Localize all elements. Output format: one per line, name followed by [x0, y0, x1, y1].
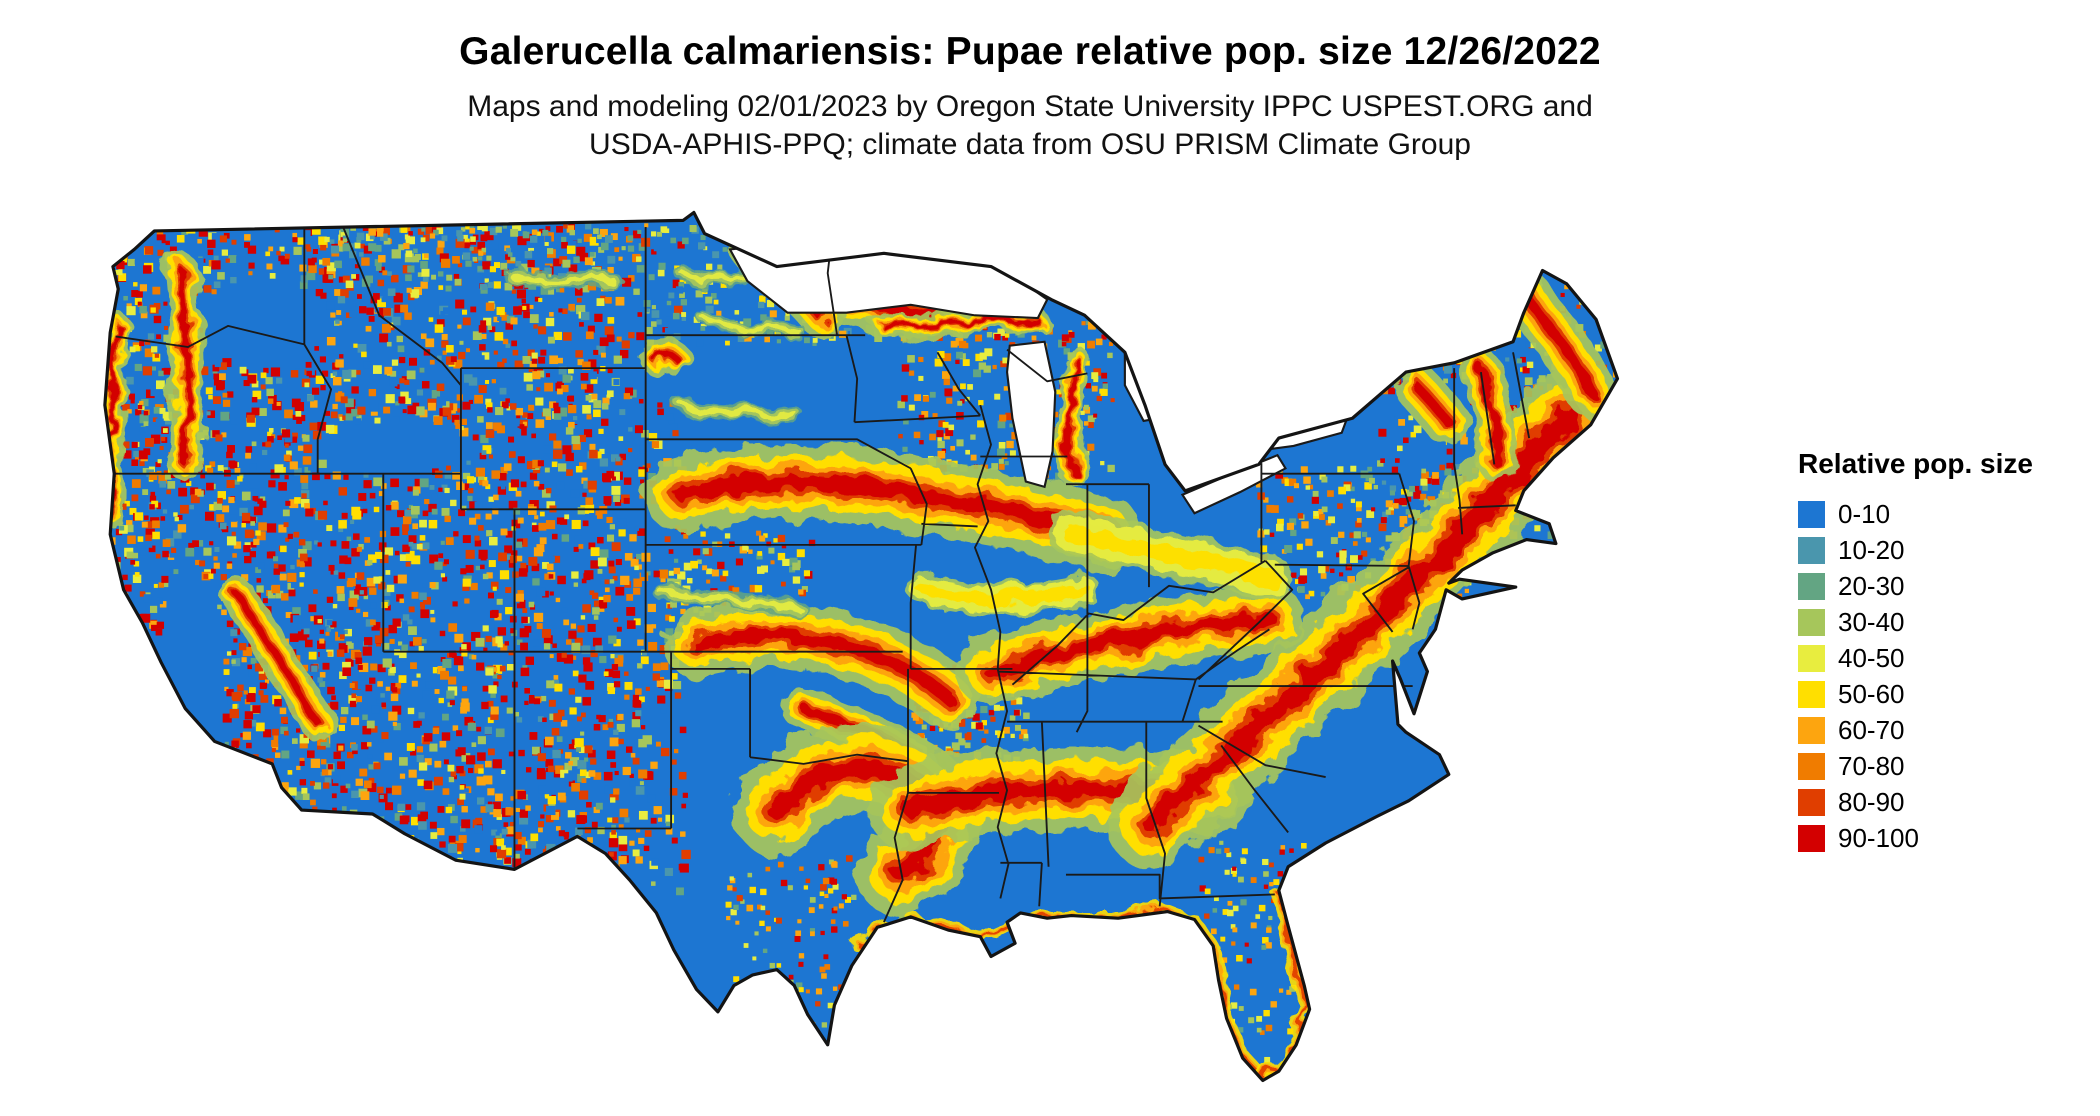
- legend-swatch: [1798, 572, 1825, 600]
- us-map: [103, 210, 1620, 1083]
- legend-item: 70-80: [1798, 748, 2098, 784]
- legend-item: 20-30: [1798, 568, 2098, 604]
- legend-item: 30-40: [1798, 604, 2098, 640]
- legend-item: 0-10: [1798, 496, 2098, 532]
- legend-label: 80-90: [1838, 786, 1905, 817]
- legend-item: 40-50: [1798, 640, 2098, 676]
- legend-label: 70-80: [1838, 750, 1905, 781]
- legend-label: 0-10: [1838, 498, 1891, 529]
- legend-item: 10-20: [1798, 532, 2098, 568]
- legend-label: 40-50: [1838, 642, 1905, 673]
- legend-items: 0-10 10-20 20-30 30-40 40-50 50-60 60-70 70-80 8…: [1798, 496, 2098, 856]
- attribution-line-1: Maps and modeling 02/01/2023 by Oregon S…: [467, 90, 1593, 123]
- legend-swatch: [1798, 608, 1825, 636]
- legend-label: 20-30: [1838, 570, 1905, 601]
- legend-item: 90-100: [1798, 820, 2098, 856]
- attribution-line-2: USDA-APHIS-PPQ; climate data from OSU PR…: [589, 127, 1471, 161]
- map-container: [54, 194, 1754, 1091]
- legend-item: 80-90: [1798, 784, 2098, 820]
- legend-swatch: [1798, 680, 1825, 708]
- legend-swatch: [1798, 788, 1825, 816]
- legend: Relative pop. size 0-10 10-20 20-30 30-40 40…: [1798, 448, 2098, 856]
- legend-swatch: [1798, 824, 1825, 852]
- legend-item: 50-60: [1798, 676, 2098, 712]
- state-borders: [107, 226, 1531, 923]
- legend-swatch: [1798, 500, 1825, 528]
- header: Galerucella calmariensis: Pupae relative…: [0, 0, 2060, 164]
- legend-title: Relative pop. size: [1798, 448, 2033, 479]
- legend-swatch: [1798, 536, 1825, 564]
- page-title: Galerucella calmariensis: Pupae relative…: [459, 30, 1601, 73]
- legend-item: 60-70: [1798, 712, 2098, 748]
- legend-swatch: [1798, 716, 1825, 744]
- legend-label: 90-100: [1838, 822, 1919, 853]
- us-outline: [103, 210, 1620, 1083]
- legend-label: 60-70: [1838, 714, 1905, 745]
- legend-swatch: [1798, 752, 1825, 780]
- map-attribution: Maps and modeling 02/01/2023 by Oregon S…: [0, 88, 2060, 164]
- legend-label: 50-60: [1838, 678, 1905, 709]
- legend-label: 30-40: [1838, 606, 1905, 637]
- legend-swatch: [1798, 644, 1825, 672]
- legend-label: 10-20: [1838, 534, 1905, 565]
